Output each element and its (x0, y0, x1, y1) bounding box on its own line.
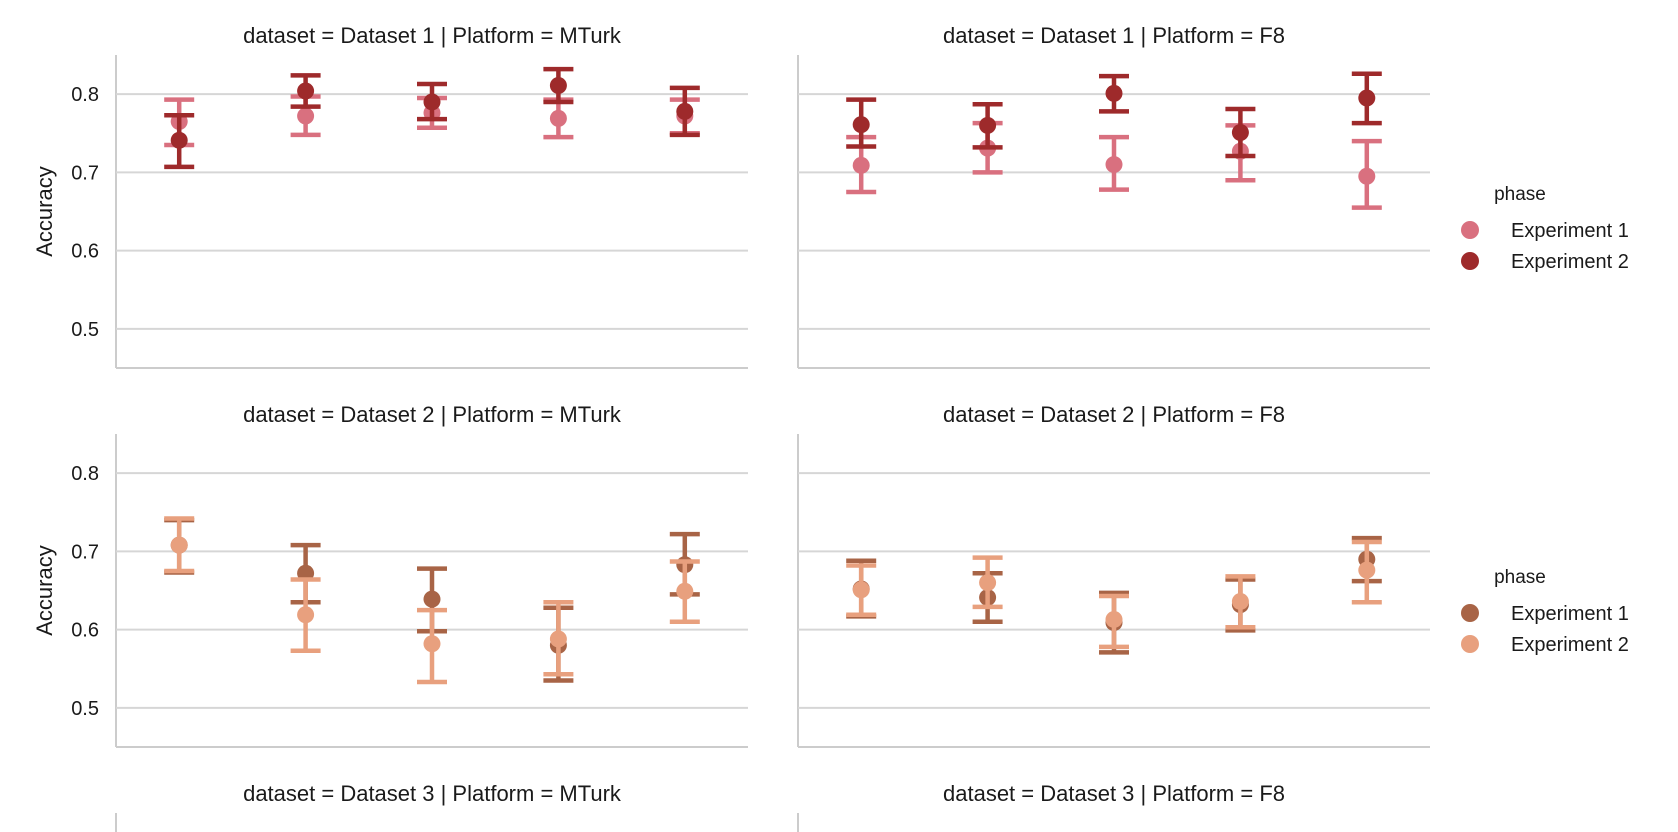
series-experiment-2 (164, 66, 700, 170)
data-point (423, 93, 441, 111)
series-experiment-1 (164, 94, 700, 148)
data-point (170, 131, 188, 149)
data-point (549, 109, 567, 127)
legend-label: Experiment 1 (1511, 603, 1629, 625)
facet-panel-4: dataset = Dataset 2 | Platform = F8 (797, 402, 1430, 748)
y-tick-label: 0.6 (71, 620, 99, 642)
facet-panel-6: dataset = Dataset 3 | Platform = F8 (797, 781, 1285, 832)
data-point (1231, 123, 1249, 141)
data-point (297, 606, 315, 624)
legend-marker (1461, 221, 1479, 239)
data-point (170, 536, 188, 554)
data-point (1358, 167, 1376, 185)
series-experiment-1 (846, 120, 1382, 210)
data-point (423, 635, 441, 653)
y-axis-label: Accuracy (32, 166, 57, 256)
series-experiment-2 (846, 539, 1382, 650)
y-tick-label: 0.5 (71, 319, 99, 341)
facet-panel-2: dataset = Dataset 1 | Platform = F8 (797, 23, 1430, 369)
data-point (676, 102, 694, 120)
series-experiment-2 (164, 516, 700, 685)
legend-marker (1461, 604, 1479, 622)
facet-panel-3: dataset = Dataset 2 | Platform = MTurk 0.… (32, 402, 748, 748)
y-axis-label: Accuracy (32, 545, 57, 635)
legend-1: phase Experiment 1 Experiment 2 (1461, 184, 1629, 273)
y-tick-label: 0.8 (71, 463, 99, 485)
facet-title: dataset = Dataset 2 | Platform = MTurk (243, 402, 622, 427)
legend-label: Experiment 1 (1511, 220, 1629, 242)
facet-panel-1: dataset = Dataset 1 | Platform = MTurk 0.… (32, 23, 748, 369)
y-tick-label: 0.5 (71, 698, 99, 720)
data-point (549, 630, 567, 648)
legend-2: phase Experiment 1 Experiment 2 (1461, 567, 1629, 656)
facet-panel-5: dataset = Dataset 3 | Platform = MTurk (115, 781, 622, 832)
y-tick-label: 0.8 (71, 84, 99, 106)
legend-marker (1461, 635, 1479, 653)
legend-label: Experiment 2 (1511, 634, 1629, 656)
data-point (1105, 84, 1123, 102)
facet-title: dataset = Dataset 3 | Platform = MTurk (243, 781, 622, 806)
facet-title: dataset = Dataset 1 | Platform = F8 (943, 23, 1285, 48)
data-point (297, 107, 315, 125)
data-point (1358, 561, 1376, 579)
data-point (1105, 610, 1123, 628)
y-tick-label: 0.7 (71, 162, 99, 184)
data-point (1358, 89, 1376, 107)
facet-title: dataset = Dataset 2 | Platform = F8 (943, 402, 1285, 427)
legend-title: phase (1494, 567, 1546, 588)
data-point (852, 156, 870, 174)
series-experiment-2 (846, 71, 1382, 159)
y-tick-label: 0.6 (71, 241, 99, 263)
legend-title: phase (1494, 184, 1546, 205)
data-point (676, 582, 694, 600)
data-point (979, 574, 997, 592)
data-point (1231, 592, 1249, 610)
data-point (852, 581, 870, 599)
data-point (549, 77, 567, 95)
y-tick-label: 0.7 (71, 541, 99, 563)
legend-label: Experiment 2 (1511, 251, 1629, 273)
data-point (1105, 156, 1123, 174)
legend-marker (1461, 252, 1479, 270)
facet-title: dataset = Dataset 1 | Platform = MTurk (243, 23, 622, 48)
data-point (297, 82, 315, 100)
facet-title: dataset = Dataset 3 | Platform = F8 (943, 781, 1285, 806)
data-point (979, 116, 997, 134)
data-point (423, 590, 441, 608)
data-point (852, 116, 870, 134)
